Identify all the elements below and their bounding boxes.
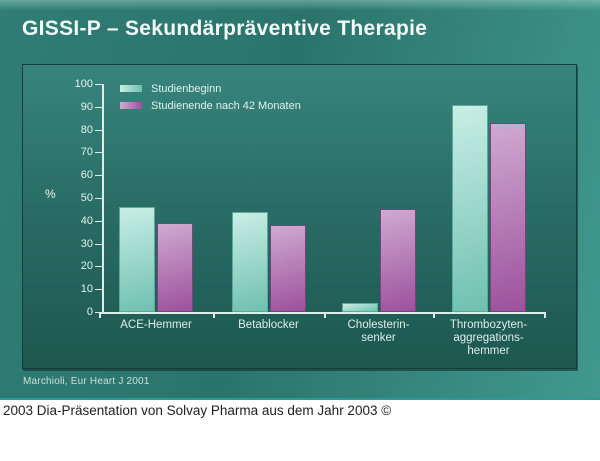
bar-studienbeginn (119, 207, 155, 312)
y-tick (95, 266, 102, 268)
y-tick-label: 70 (80, 146, 93, 159)
y-tick-label: 50 (80, 192, 93, 204)
page-title: GISSI-P – Sekundärpräventive Therapie (22, 17, 428, 40)
y-tick (95, 152, 102, 154)
y-axis (102, 84, 104, 313)
bar-studienbeginn (451, 104, 488, 312)
y-tick-label: 60 (80, 169, 93, 182)
y-tick (95, 312, 102, 313)
y-tick (95, 198, 102, 199)
category-label: Thrombozyten- aggregations- hemmer (449, 319, 528, 357)
x-tick (433, 312, 435, 318)
legend-label: Studienbeginn (151, 82, 222, 95)
bar-studienende (379, 209, 416, 312)
y-tick-label: 90 (80, 100, 93, 113)
y-tick-label: 40 (80, 214, 93, 227)
y-tick (95, 175, 102, 177)
category-label: Cholesterin- senker (347, 319, 410, 344)
y-tick (95, 129, 102, 131)
y-tick (95, 220, 102, 222)
y-tick-label: 0 (86, 306, 93, 318)
legend-item: Studienbeginn (120, 82, 301, 95)
bar-studienende (269, 225, 306, 312)
bar-studienbeginn (231, 211, 268, 312)
legend: Studienbeginn Studienende nach 42 Monaten (120, 82, 301, 112)
bar-studienbeginn (341, 302, 378, 312)
legend-label: Studienende nach 42 Monaten (151, 99, 301, 112)
category-label: Betablocker (238, 319, 299, 331)
y-tick (95, 84, 102, 85)
bar-studienende (157, 223, 193, 312)
caption-bar: 2003 Dia-Präsentation von Solvay Pharma … (0, 398, 600, 461)
legend-swatch-studienbeginn (120, 85, 142, 92)
legend-swatch-studienende (120, 102, 142, 109)
y-tick-label: 20 (80, 260, 93, 273)
slide-background: GISSI-P – Sekundärpräventive Therapie % … (0, 0, 600, 400)
chart-panel: % Studienbeginn Studienende nach 42 Monat… (22, 64, 577, 369)
y-tick (95, 106, 102, 108)
y-tick-label: 30 (80, 237, 93, 250)
category-label: ACE-Hemmer (120, 319, 192, 331)
caption-text: 2003 Dia-Präsentation von Solvay Pharma … (3, 403, 392, 418)
y-tick-label: 10 (80, 283, 93, 296)
bar-studienende (489, 122, 526, 312)
legend-item: Studienende nach 42 Monaten (120, 99, 301, 112)
y-tick (95, 289, 102, 291)
x-tick (99, 312, 101, 318)
y-tick-label: 80 (80, 123, 93, 136)
x-axis (99, 312, 546, 314)
y-axis-unit-label: % (45, 187, 56, 201)
x-tick (213, 312, 215, 318)
y-tick (95, 243, 102, 245)
slide-top-highlight (0, 0, 600, 11)
x-tick (324, 312, 326, 318)
y-tick-label: 100 (74, 78, 93, 90)
source-note: Marchioli, Eur Heart J 2001 (23, 376, 150, 387)
x-tick (544, 312, 546, 318)
